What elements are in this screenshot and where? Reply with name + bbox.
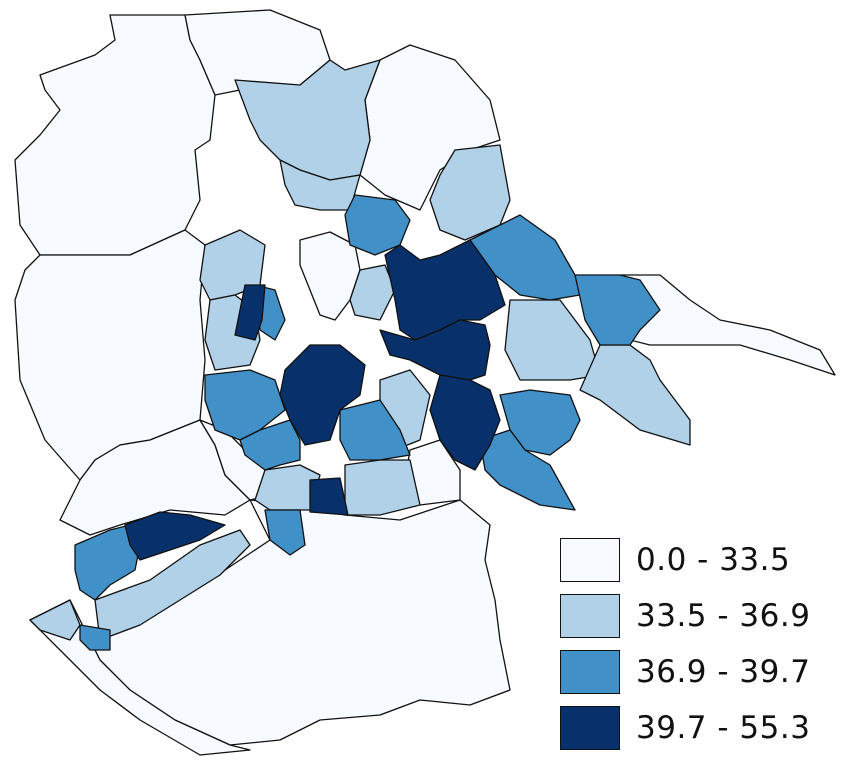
zone-south-west-c: [29, 599, 81, 641]
zone-center-east-b: [379, 319, 491, 381]
legend-item-3: 36.9 - 39.7: [560, 650, 840, 700]
legend-label-3: 36.9 - 39.7: [636, 654, 811, 690]
zone-ne-c: [344, 194, 411, 256]
zone-north-east-b: [429, 144, 511, 241]
zone-e-d: [574, 274, 661, 346]
legend-item-2: 33.5 - 36.9: [560, 594, 840, 644]
zone-north-a: [234, 59, 381, 181]
zone-center-south-a: [279, 344, 366, 446]
zone-sw-e: [79, 624, 111, 651]
zone-s-d: [339, 399, 411, 461]
zone-w-d: [239, 419, 301, 471]
legend-item-1: 0.0 - 33.5: [560, 538, 840, 588]
legend-swatch-1: [560, 538, 620, 582]
zone-center-north: [299, 231, 361, 321]
zone-sw-f: [124, 511, 226, 561]
zone-center-east-a: [384, 239, 506, 341]
zone-sw-d: [74, 524, 141, 601]
zone-center-a: [349, 264, 396, 321]
zone-s-e: [264, 509, 306, 556]
legend-label-4: 39.7 - 55.3: [636, 710, 811, 746]
legend-swatch-4: [560, 706, 620, 750]
zone-east-c: [579, 344, 691, 446]
legend-label-1: 0.0 - 33.5: [636, 542, 791, 578]
zone-se-b: [479, 429, 576, 511]
legend-label-2: 33.5 - 36.9: [636, 598, 811, 634]
legend-swatch-3: [560, 650, 620, 694]
zone-south-b: [344, 459, 421, 516]
zone-east: [619, 274, 836, 376]
zone-center-w: [234, 284, 266, 341]
zone-north-west: [14, 14, 216, 256]
legend-item-4: 39.7 - 55.3: [560, 706, 840, 756]
zone-s-f: [309, 477, 349, 516]
zone-south-west-b: [94, 529, 251, 641]
legend-swatch-2: [560, 594, 620, 638]
zone-center-east-c: [429, 374, 501, 471]
